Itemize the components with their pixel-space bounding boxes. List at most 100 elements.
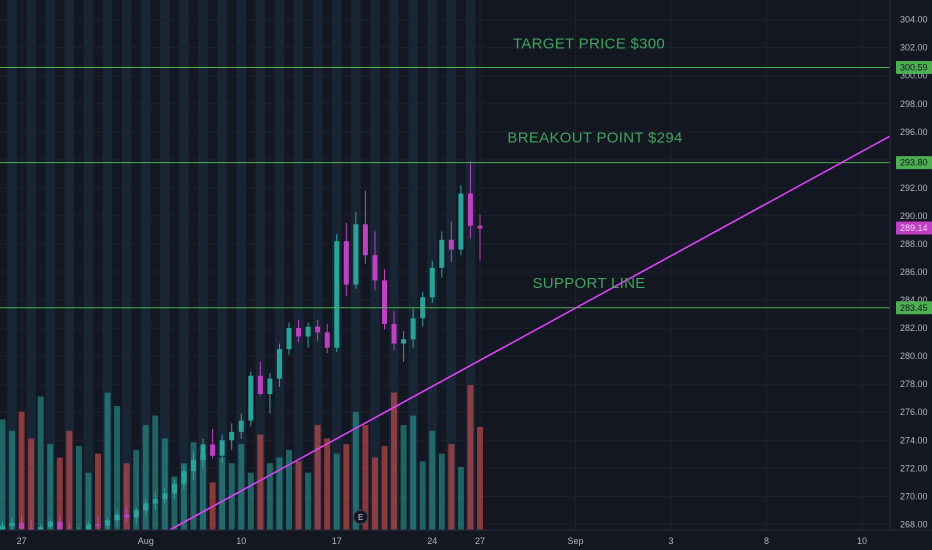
volume-bar xyxy=(219,457,226,530)
candle-body xyxy=(401,339,407,344)
candle-body xyxy=(267,378,273,394)
session-band xyxy=(465,0,476,530)
trend-arrow[interactable] xyxy=(169,76,932,531)
price-tick-label: 284.00 xyxy=(900,295,928,305)
volume-bar xyxy=(286,449,292,530)
candle-body xyxy=(152,499,158,504)
candle-body xyxy=(382,280,387,324)
session-band xyxy=(389,0,399,530)
candle-body xyxy=(191,459,196,472)
volume-bar xyxy=(400,425,407,530)
price-axis-background xyxy=(890,0,932,550)
level-price-badge[interactable] xyxy=(896,156,932,170)
horizontal-levels[interactable] xyxy=(0,66,890,309)
candle-body xyxy=(477,225,483,229)
level-annotations: TARGET PRICE $300 BREAKOUT POINT $294 SUPP… xyxy=(507,35,682,292)
price-axis[interactable]: 268.00 270.00 272.00 274.00 276.00 278.00 280.… xyxy=(889,0,932,550)
volume-bar xyxy=(333,453,340,530)
volume-bar xyxy=(180,463,187,530)
candle-body xyxy=(410,318,416,340)
volume-bar xyxy=(371,457,378,530)
level-annotation-text: BREAKOUT POINT $294 xyxy=(507,129,682,146)
candle-body xyxy=(171,483,177,494)
candle-body xyxy=(315,326,321,333)
candle-body xyxy=(181,471,187,484)
volume-bar xyxy=(295,461,302,530)
candle-body xyxy=(429,267,435,298)
time-tick-label: 10 xyxy=(236,536,246,546)
price-tick-label: 290.00 xyxy=(900,211,928,221)
candle-body xyxy=(324,332,330,348)
candle-body xyxy=(38,527,44,532)
price-tick-label: 298.00 xyxy=(900,99,928,109)
candle-body xyxy=(105,520,111,526)
level-price-badge[interactable] xyxy=(896,60,932,74)
last-price-badge[interactable] xyxy=(896,221,932,235)
session-band xyxy=(64,0,75,530)
candle-body xyxy=(286,328,292,350)
volume-bar xyxy=(56,457,63,530)
volume-bar xyxy=(85,472,92,530)
session-band xyxy=(446,0,457,530)
candle-body xyxy=(448,239,454,250)
candle-body xyxy=(353,224,359,285)
session-band xyxy=(255,0,266,530)
last-price-badge-label: 289.14 xyxy=(900,223,928,233)
volume-bar xyxy=(266,463,273,530)
candle-body xyxy=(257,375,263,394)
candle-body xyxy=(85,524,91,530)
candlesticks xyxy=(0,161,483,545)
volume-bar xyxy=(448,444,455,530)
volume-bar xyxy=(133,449,140,530)
volume-bar xyxy=(114,405,121,530)
volume-bars xyxy=(0,385,483,530)
volume-bar xyxy=(123,463,130,530)
session-band xyxy=(102,0,113,530)
volume-bar xyxy=(104,392,111,530)
session-band xyxy=(198,0,208,530)
level-price-badge-label: 283.45 xyxy=(900,303,928,313)
time-tick-label: Sep xyxy=(567,536,583,546)
volume-bar xyxy=(152,415,159,530)
price-tick-label: 276.00 xyxy=(900,407,928,417)
volume-bar xyxy=(200,453,207,530)
time-tick-label: 3 xyxy=(668,536,673,546)
candle-body xyxy=(133,510,139,518)
volume-bar xyxy=(477,426,483,530)
candle-body xyxy=(296,328,302,337)
level-price-badge-label: 300.59 xyxy=(900,62,928,72)
level-price-badge[interactable] xyxy=(896,301,932,315)
time-tick-label: Aug xyxy=(138,536,154,546)
volume-bar xyxy=(18,411,25,530)
earnings-marker-circle[interactable] xyxy=(353,509,369,525)
volume-bar xyxy=(343,444,350,530)
price-tick-label: 300.00 xyxy=(900,71,928,81)
candle-body xyxy=(210,444,216,456)
volume-bar xyxy=(467,385,474,530)
trend-arrow-line[interactable] xyxy=(169,76,932,531)
time-axis-background xyxy=(0,530,932,550)
session-band xyxy=(160,0,170,530)
candle-body xyxy=(0,525,5,532)
volume-bar xyxy=(190,442,197,530)
price-tick-label: 280.00 xyxy=(900,351,928,361)
volume-bar xyxy=(419,461,426,530)
session-band xyxy=(83,0,94,530)
time-axis[interactable]: 27Aug10172427Sep381014 xyxy=(0,529,932,550)
candle-body xyxy=(143,503,149,511)
earnings-marker[interactable]: E xyxy=(353,509,369,525)
session-band xyxy=(408,0,418,530)
volume-bar xyxy=(9,430,16,530)
candle-body xyxy=(439,239,445,268)
time-tick-label: 8 xyxy=(764,536,769,546)
volume-bar xyxy=(247,472,254,530)
candle-body xyxy=(200,444,206,460)
volume-bar xyxy=(314,425,321,530)
session-band xyxy=(45,0,56,530)
level-price-badge-label: 293.80 xyxy=(900,158,928,168)
earnings-marker-label: E xyxy=(358,513,363,522)
volume-bar xyxy=(305,472,312,530)
candle-body xyxy=(305,326,311,337)
price-tick-label: 270.00 xyxy=(900,491,928,501)
